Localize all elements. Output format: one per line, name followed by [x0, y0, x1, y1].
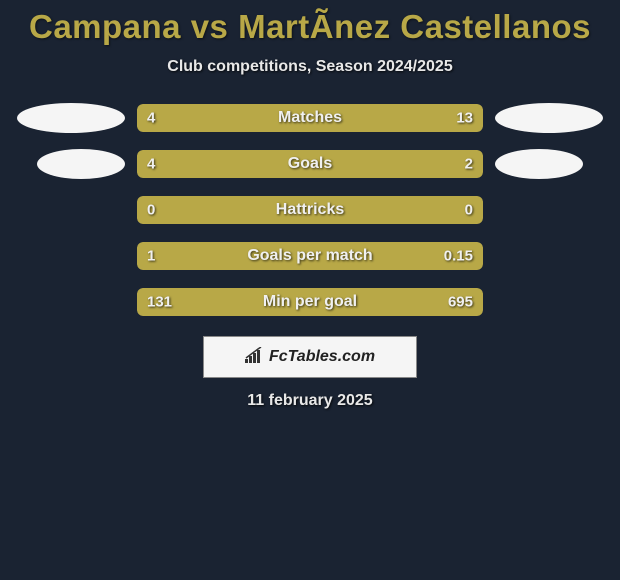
player-avatar-left [17, 103, 125, 133]
stat-row: 4 Goals 2 [0, 150, 620, 178]
player-avatar-left [37, 149, 125, 179]
stat-row: 0 Hattricks 0 [0, 196, 620, 224]
chart-icon [245, 347, 265, 368]
stat-row: 1 Goals per match 0.15 [0, 242, 620, 270]
stat-bar: 131 Min per goal 695 [137, 288, 483, 316]
stat-label: Goals [288, 155, 332, 173]
player-avatar-right [495, 149, 583, 179]
stats-list: 4 Matches 13 4 Goals 2 0 Hattricks 0 1 Goals per m… [0, 104, 620, 316]
comparison-title: Campana vs MartÃ­nez Castellanos [0, 8, 620, 46]
stat-value-left: 4 [147, 110, 155, 127]
stat-row: 4 Matches 13 [0, 104, 620, 132]
date-label: 11 february 2025 [0, 392, 620, 410]
stat-bar: 4 Goals 2 [137, 150, 483, 178]
logo-text: FcTables.com [269, 348, 375, 366]
player-avatar-right [495, 103, 603, 133]
stat-value-right: 0.15 [444, 248, 473, 265]
stat-label: Matches [278, 109, 342, 127]
stat-bar: 1 Goals per match 0.15 [137, 242, 483, 270]
stat-label: Min per goal [263, 293, 357, 311]
stat-row: 131 Min per goal 695 [0, 288, 620, 316]
stat-value-left: 131 [147, 294, 172, 311]
stat-value-left: 0 [147, 202, 155, 219]
stat-value-right: 13 [456, 110, 473, 127]
stat-value-right: 0 [465, 202, 473, 219]
stat-label: Goals per match [247, 247, 372, 265]
stat-label: Hattricks [276, 201, 344, 219]
stat-bar: 0 Hattricks 0 [137, 196, 483, 224]
source-logo: FcTables.com [203, 336, 417, 378]
season-subtitle: Club competitions, Season 2024/2025 [0, 58, 620, 76]
stat-value-right: 695 [448, 294, 473, 311]
stat-bar: 4 Matches 13 [137, 104, 483, 132]
stat-value-left: 1 [147, 248, 155, 265]
stat-value-right: 2 [465, 156, 473, 173]
main-container: Campana vs MartÃ­nez Castellanos Club co… [0, 0, 620, 410]
stat-value-left: 4 [147, 156, 155, 173]
